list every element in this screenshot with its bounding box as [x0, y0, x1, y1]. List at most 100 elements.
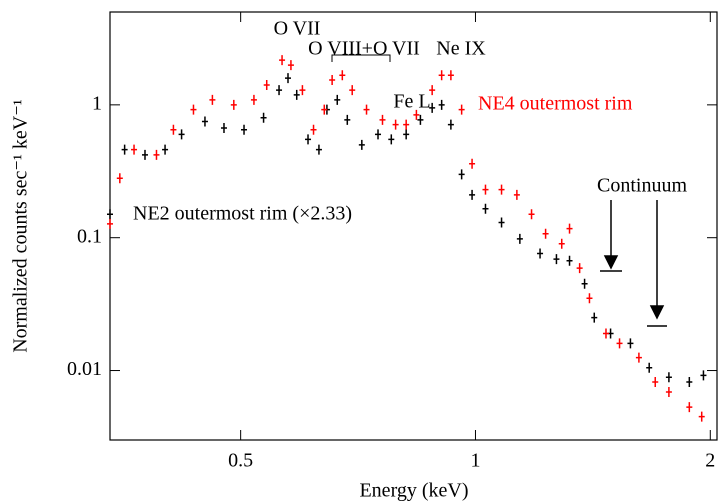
data-point [413, 109, 420, 120]
data-point [279, 55, 286, 66]
y-tick-label: 1 [92, 92, 102, 114]
data-point [293, 89, 300, 100]
data-point [375, 129, 382, 140]
x-tick-label: 2 [705, 450, 715, 472]
data-point [141, 149, 148, 160]
x-tick-label: 1 [470, 450, 480, 472]
data-point [429, 85, 436, 96]
y-tick-label: 0.01 [67, 358, 102, 380]
annotation: Ne IX [436, 38, 486, 60]
data-point [310, 124, 317, 135]
data-point [190, 104, 197, 115]
data-point [438, 99, 445, 110]
data-point [542, 228, 549, 239]
data-point [469, 189, 476, 200]
annotation: O VIII+O VII [308, 38, 420, 60]
data-point [201, 116, 208, 127]
data-point [263, 80, 270, 91]
y-axis-label: Normalized counts sec⁻¹ keV⁻¹ [10, 99, 32, 353]
data-point [516, 233, 523, 244]
y-tick-label: 0.1 [77, 225, 102, 247]
data-point [665, 372, 672, 383]
data-point [566, 255, 573, 266]
data-point [627, 338, 634, 349]
bracket [331, 54, 391, 62]
data-point [665, 386, 672, 397]
annotation: Fe L [393, 91, 430, 113]
data-point [315, 144, 322, 155]
data-point [363, 104, 370, 115]
data-point [646, 362, 653, 373]
data-point [116, 173, 123, 184]
data-point [344, 114, 351, 125]
data-point [602, 328, 609, 339]
data-point [498, 217, 505, 228]
data-point [230, 99, 237, 110]
data-point [153, 149, 160, 160]
data-point [586, 293, 593, 304]
data-point [576, 263, 583, 274]
data-point [299, 85, 306, 96]
data-point [170, 124, 177, 135]
data-point [209, 94, 216, 105]
data-point [700, 370, 707, 381]
data-point [162, 144, 169, 155]
data-point [334, 94, 341, 105]
data-point [513, 189, 520, 200]
data-point [581, 278, 588, 289]
data-point [121, 144, 128, 155]
plot-frame [109, 11, 718, 441]
data-point [260, 112, 267, 123]
data-point [358, 139, 365, 150]
data-point [616, 338, 623, 349]
data-point [553, 254, 560, 265]
data-point [482, 203, 489, 214]
data-point [250, 94, 257, 105]
data-point [178, 129, 185, 140]
data-point [429, 102, 436, 113]
data-point [458, 169, 465, 180]
data-point [417, 114, 424, 125]
data-point [287, 60, 294, 71]
data-point [482, 184, 489, 195]
annotation: O VII [274, 18, 321, 40]
data-point [349, 85, 356, 96]
legend-label: NE2 outermost rim (×2.33) [133, 203, 352, 225]
data-point [537, 248, 544, 259]
data-point [686, 376, 693, 387]
data-point [321, 104, 328, 115]
continuum-arrows [600, 200, 667, 327]
data-point [276, 85, 283, 96]
data-point [241, 124, 248, 135]
data-point [131, 144, 138, 155]
data-point [558, 238, 565, 249]
data-point [447, 70, 454, 81]
data-point [388, 134, 395, 145]
data-point [107, 209, 113, 220]
data-point [339, 70, 346, 81]
data-point [686, 402, 693, 413]
data-point [285, 73, 291, 84]
data-point [528, 209, 535, 220]
data-point [698, 411, 705, 422]
x-axis-label: Energy (keV) [359, 480, 468, 502]
x-tick-label: 0.5 [228, 450, 253, 472]
data-point [652, 376, 659, 387]
legend-label: NE4 outermost rim [478, 93, 633, 115]
data-point [305, 134, 312, 145]
data-point [403, 119, 410, 130]
data-point [438, 70, 445, 81]
data-point [498, 184, 505, 195]
data-point [635, 352, 642, 363]
data-point [392, 119, 399, 130]
annotation: Continuum [597, 175, 687, 197]
data-point [107, 218, 113, 229]
data-point [403, 129, 410, 140]
data-point [469, 158, 476, 169]
data-point [458, 104, 465, 115]
data-point [329, 74, 336, 85]
data-point [566, 223, 573, 234]
data-point [447, 119, 454, 130]
data-point [220, 122, 227, 133]
